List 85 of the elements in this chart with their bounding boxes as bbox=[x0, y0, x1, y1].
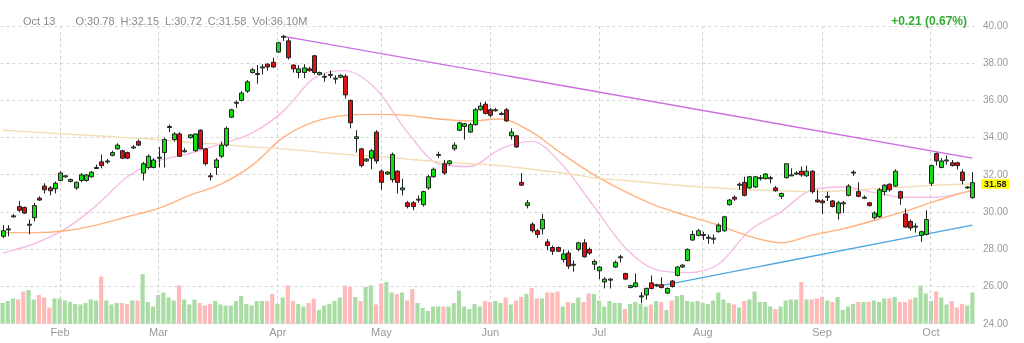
bar bbox=[441, 306, 446, 324]
y-tick-label: 40.00 bbox=[982, 19, 1009, 31]
bar bbox=[207, 304, 213, 324]
y-tick-label: 24.00 bbox=[982, 317, 1009, 329]
x-tick-label: Jun bbox=[481, 326, 500, 339]
bar bbox=[259, 301, 264, 324]
bar bbox=[130, 300, 135, 324]
annotation: Vol:36.10M bbox=[252, 15, 308, 27]
bar bbox=[804, 299, 809, 324]
candlestick bbox=[929, 164, 934, 187]
y-tick-label: 28.00 bbox=[982, 243, 1009, 255]
y-tick-label: 30.00 bbox=[982, 205, 1009, 217]
bar bbox=[887, 298, 892, 324]
bar bbox=[93, 300, 99, 324]
bar bbox=[368, 285, 373, 324]
bar bbox=[664, 310, 669, 324]
x-tick-label: Sep bbox=[812, 326, 832, 339]
y-tick-label: 36.00 bbox=[982, 94, 1009, 106]
bar bbox=[892, 297, 897, 324]
bar bbox=[622, 309, 628, 324]
bar bbox=[856, 302, 861, 324]
text: 31.58 bbox=[983, 178, 1007, 189]
bar bbox=[182, 299, 187, 324]
x-tick-label: Oct bbox=[922, 326, 940, 339]
bar bbox=[135, 300, 140, 324]
bar bbox=[394, 294, 399, 324]
annotation: +0.21 (0.67%) bbox=[891, 14, 967, 28]
bar bbox=[731, 304, 736, 324]
x-tick-label: Apr bbox=[269, 326, 287, 339]
bar bbox=[545, 292, 550, 324]
x-tick-label: Feb bbox=[50, 326, 70, 339]
bar bbox=[539, 298, 545, 324]
x-tick-label: Aug bbox=[693, 326, 713, 339]
y-tick-label: 26.00 bbox=[982, 280, 1009, 292]
bar bbox=[296, 304, 301, 324]
y-tick-label: 38.00 bbox=[982, 56, 1009, 68]
bar bbox=[524, 294, 529, 324]
bar bbox=[316, 310, 322, 324]
bar bbox=[399, 292, 404, 324]
bar bbox=[959, 304, 965, 324]
bar bbox=[825, 300, 830, 324]
bar bbox=[213, 301, 218, 324]
bar bbox=[311, 298, 316, 324]
bar bbox=[934, 291, 939, 324]
bar bbox=[124, 304, 130, 324]
bar bbox=[456, 290, 462, 324]
bar bbox=[742, 301, 747, 324]
bar bbox=[659, 302, 664, 324]
bar bbox=[513, 300, 519, 324]
annotation: C:31.58 bbox=[207, 15, 247, 27]
bar bbox=[565, 302, 570, 324]
x-tick-label: Mar bbox=[149, 326, 169, 339]
bar bbox=[762, 302, 768, 324]
annotation: L:30.72 bbox=[165, 15, 202, 27]
bar bbox=[503, 297, 508, 324]
bar bbox=[67, 302, 73, 324]
bar bbox=[679, 295, 685, 324]
bar bbox=[736, 307, 742, 324]
bar bbox=[876, 302, 882, 324]
bar bbox=[653, 301, 659, 324]
bar bbox=[508, 304, 513, 324]
annotation: H:32.15 bbox=[120, 15, 160, 27]
bar bbox=[830, 302, 835, 324]
bar bbox=[669, 300, 674, 324]
annotation: Oct 13 bbox=[23, 15, 56, 27]
bar bbox=[628, 304, 633, 324]
bar bbox=[99, 276, 104, 324]
bar bbox=[10, 298, 16, 324]
x-tick-label: Jul bbox=[592, 326, 607, 339]
bar bbox=[902, 302, 908, 324]
y-tick-label: 32.00 bbox=[982, 168, 1009, 180]
annotation: O:30.78 bbox=[75, 15, 115, 27]
bar bbox=[176, 285, 181, 324]
bar bbox=[648, 304, 653, 324]
bar bbox=[353, 297, 358, 324]
x-tick-label: May bbox=[371, 326, 393, 339]
bar bbox=[560, 306, 565, 324]
bar bbox=[747, 299, 752, 324]
bar bbox=[773, 309, 778, 324]
bar bbox=[861, 302, 866, 324]
bar bbox=[358, 301, 363, 324]
bar bbox=[866, 302, 871, 324]
y-tick-label: 34.00 bbox=[982, 131, 1009, 143]
bar bbox=[347, 287, 353, 324]
bar bbox=[799, 282, 804, 324]
